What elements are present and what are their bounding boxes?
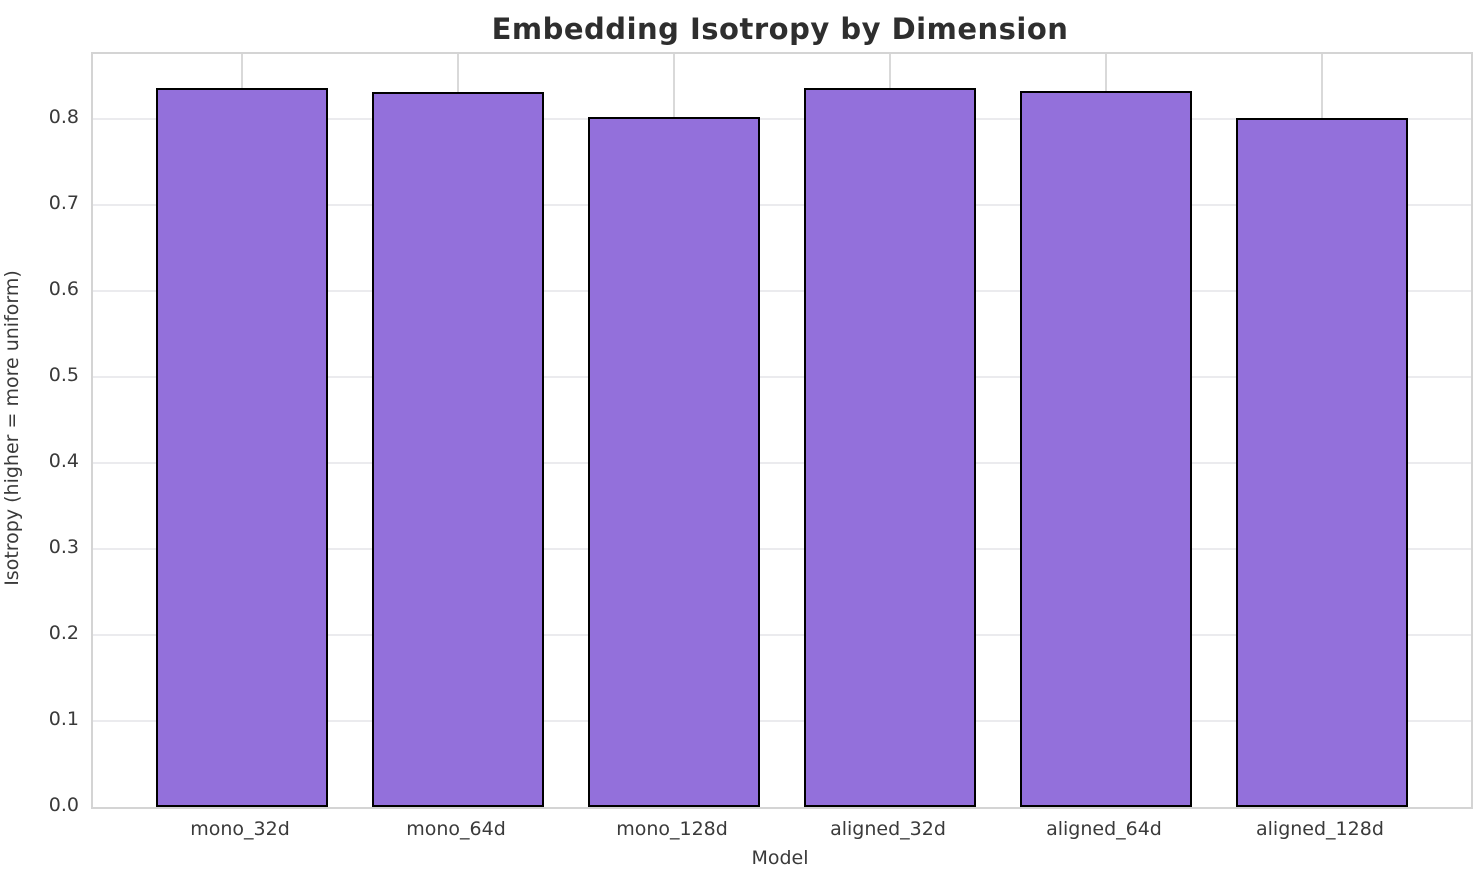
- x-tick-label-mono_64d: mono_64d: [406, 818, 506, 840]
- horizontal-gridline: [93, 719, 1471, 722]
- horizontal-gridline: [93, 547, 1471, 550]
- horizontal-gridline: [93, 461, 1471, 464]
- horizontal-gridline: [93, 289, 1471, 292]
- y-tick-label: 0.4: [48, 449, 79, 472]
- y-tick-label: 0.2: [48, 621, 79, 644]
- bar-mono_128d: [587, 116, 761, 807]
- y-tick-label: 0.8: [48, 105, 79, 128]
- x-tick-label-mono_128d: mono_128d: [616, 818, 728, 840]
- bar-aligned_32d: [803, 88, 977, 807]
- y-tick-label: 0.3: [48, 535, 79, 558]
- bar-mono_32d: [155, 87, 329, 807]
- bar-aligned_64d: [1019, 91, 1193, 807]
- y-tick-label: 0.6: [48, 277, 79, 300]
- x-axis-label: Model: [751, 847, 809, 869]
- chart-title: Embedding Isotropy by Dimension: [491, 12, 1069, 46]
- plot-area: [91, 52, 1473, 809]
- horizontal-gridline: [93, 117, 1471, 120]
- x-tick-label-mono_32d: mono_32d: [190, 818, 290, 840]
- horizontal-gridline: [93, 375, 1471, 378]
- bar-aligned_128d: [1235, 117, 1409, 807]
- y-tick-label: 0.7: [48, 191, 79, 214]
- x-tick-label-aligned_32d: aligned_32d: [830, 818, 946, 840]
- y-tick-label: 0.5: [48, 363, 79, 386]
- horizontal-gridline: [93, 633, 1471, 636]
- bar-mono_64d: [371, 91, 545, 807]
- x-tick-label-aligned_128d: aligned_128d: [1256, 818, 1384, 840]
- y-tick-label: 0.1: [48, 707, 79, 730]
- y-tick-label: 0.0: [48, 794, 79, 816]
- horizontal-gridline: [93, 203, 1471, 206]
- x-tick-label-aligned_64d: aligned_64d: [1046, 818, 1162, 840]
